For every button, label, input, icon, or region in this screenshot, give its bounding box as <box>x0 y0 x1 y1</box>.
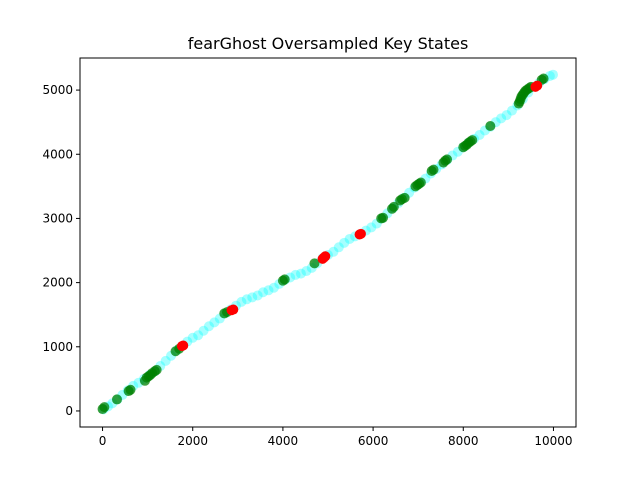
data-point-s1-4 <box>125 384 136 395</box>
data-point-s0-45 <box>339 237 350 248</box>
data-point-s1-20 <box>378 212 389 223</box>
data-point-s0-29 <box>252 290 263 301</box>
data-point-s2-10 <box>532 80 543 91</box>
data-point-s0-21 <box>209 317 220 328</box>
data-point-s0-75 <box>501 110 512 121</box>
data-point-s0-28 <box>247 292 258 303</box>
axes-layer: 0 2000 4000 6000 8000 10000 0 1000 2000 3000 4000 5… <box>42 57 577 448</box>
data-point-s1-31 <box>428 164 439 175</box>
x-tick-label-5: 10000 <box>534 434 572 448</box>
data-point-s0-50 <box>366 222 377 233</box>
y-tick-label-1: 1000 <box>42 340 73 354</box>
data-point-s0-19 <box>198 325 209 336</box>
points-layer <box>97 69 558 415</box>
data-point-s2-8 <box>355 228 366 239</box>
data-point-s0-26 <box>236 296 247 307</box>
data-point-s2-3 <box>228 304 239 315</box>
data-point-s2-1 <box>178 340 189 351</box>
chart-title: fearGhost Oversampled Key States <box>188 34 469 53</box>
y-tick-label-4: 4000 <box>42 147 73 161</box>
data-point-s0-37 <box>295 268 306 279</box>
data-point-s1-1 <box>99 402 110 413</box>
data-point-s0-32 <box>268 282 279 293</box>
data-point-s0-44 <box>333 242 344 253</box>
x-tick-label-0: 0 <box>99 434 107 448</box>
data-point-s0-30 <box>258 287 269 298</box>
data-point-s0-12 <box>160 355 171 366</box>
data-point-s0-20 <box>203 321 214 332</box>
y-tick-label-2: 2000 <box>42 276 73 290</box>
data-point-s1-2 <box>111 394 122 405</box>
data-point-s1-11 <box>151 364 162 375</box>
data-point-s2-6 <box>320 251 331 262</box>
data-point-s0-76 <box>506 105 517 116</box>
data-point-s0-43 <box>328 246 339 257</box>
data-point-s0-36 <box>290 269 301 280</box>
x-tick-label-1: 2000 <box>177 434 208 448</box>
data-point-s0-46 <box>344 233 355 244</box>
data-point-s1-29 <box>415 177 426 188</box>
data-point-s1-25 <box>399 192 410 203</box>
data-point-s0-31 <box>263 285 274 296</box>
data-point-s1-22 <box>388 201 399 212</box>
data-point-s1-18 <box>309 258 320 269</box>
plot-frame <box>79 57 577 428</box>
data-point-s1-53 <box>538 73 549 84</box>
data-point-s0-38 <box>301 266 312 277</box>
x-tick-label-3: 6000 <box>358 434 389 448</box>
data-point-s0-18 <box>193 330 204 341</box>
data-point-s1-34 <box>442 154 453 165</box>
y-tick-label-3: 3000 <box>42 211 73 225</box>
data-point-s0-84 <box>548 69 558 80</box>
data-point-s0-27 <box>241 294 252 305</box>
y-tick-label-5: 5000 <box>42 83 73 97</box>
data-point-s1-17 <box>279 274 290 285</box>
x-tick-label-2: 4000 <box>268 434 299 448</box>
y-tick-label-0: 0 <box>65 404 73 418</box>
data-point-s0-70 <box>474 130 485 141</box>
data-point-s0-74 <box>496 113 507 124</box>
data-point-s1-41 <box>485 121 496 132</box>
x-tick-label-4: 8000 <box>448 434 479 448</box>
data-point-s1-40 <box>467 135 478 146</box>
data-point-s0-17 <box>187 332 198 343</box>
